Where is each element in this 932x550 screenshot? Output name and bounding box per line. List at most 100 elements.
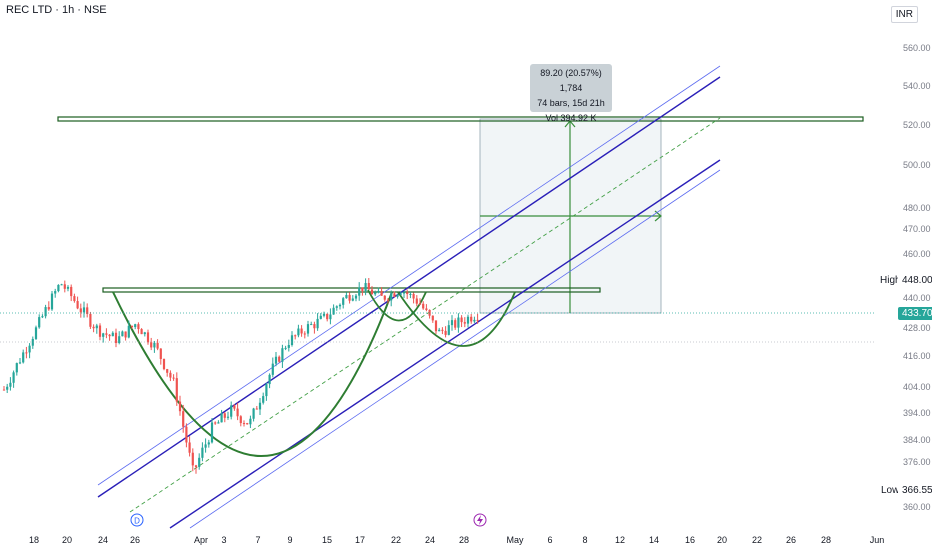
candle-body	[441, 329, 444, 331]
chart-drawings	[57, 65, 864, 529]
candle-body	[15, 363, 18, 373]
candle-body	[38, 317, 41, 328]
candle-body	[92, 326, 95, 329]
candle-body	[204, 444, 207, 448]
candle-body	[153, 342, 156, 348]
candle-body	[134, 324, 137, 328]
candle-body	[383, 295, 386, 300]
candle-body	[226, 416, 230, 418]
candle-body	[348, 294, 351, 301]
candle-body	[146, 332, 150, 343]
candle-body	[98, 325, 102, 337]
high-value: 448.00	[898, 274, 932, 287]
candle-body	[22, 352, 25, 363]
candle-body	[140, 329, 143, 335]
candle-body	[60, 284, 63, 286]
candle-body	[143, 332, 146, 335]
candle-body	[310, 324, 313, 326]
candle-body	[457, 317, 460, 328]
price-tick-label: 394.00	[903, 408, 931, 418]
time-tick-label: 6	[547, 535, 552, 545]
dividend-marker	[130, 513, 144, 527]
candle-body	[316, 318, 319, 329]
candle-body	[108, 334, 111, 337]
price-tick-label: 404.00	[903, 382, 931, 392]
channel-midline	[129, 117, 721, 513]
time-tick-label: 17	[355, 535, 365, 545]
candle-body	[364, 283, 367, 292]
candle-body	[169, 372, 172, 378]
candle-body	[57, 284, 60, 292]
measure-volume: Vol 394.92 K	[545, 113, 597, 123]
currency-label[interactable]: INR	[890, 6, 918, 23]
price-tick-label: 384.00	[903, 435, 931, 445]
time-tick-label: 26	[786, 535, 796, 545]
candle-body	[233, 405, 236, 409]
candle-body	[124, 331, 127, 338]
time-tick-label: 15	[322, 535, 332, 545]
candle-body	[63, 284, 66, 289]
candle-body	[460, 317, 463, 323]
candle-body	[182, 411, 185, 427]
candle-body	[409, 293, 412, 295]
candle-body	[70, 286, 73, 297]
candle-body	[434, 320, 438, 332]
handle-arc	[397, 291, 516, 347]
candle-body	[335, 306, 338, 308]
candle-body	[418, 303, 422, 305]
candle-body	[268, 374, 271, 385]
candle-body	[306, 324, 310, 334]
candle-body	[114, 332, 118, 344]
candle-body	[351, 298, 354, 301]
candle-body	[354, 295, 358, 299]
candle-body	[82, 307, 86, 313]
candle-body	[2, 389, 6, 391]
time-tick-label: 24	[98, 535, 108, 545]
chart-overlays: D	[0, 312, 874, 527]
candle-body	[121, 331, 124, 337]
candle-body	[454, 320, 457, 328]
candle-body	[137, 324, 140, 330]
time-tick-label: 26	[130, 535, 140, 545]
candle-body	[390, 293, 393, 301]
price-axis: 560.00 540.00 520.00 500.00 480.00 470.00 460.…	[903, 43, 931, 512]
candle-body	[402, 292, 406, 294]
candle-body	[431, 315, 434, 321]
candle-body	[223, 413, 226, 418]
candle-body	[284, 347, 287, 349]
candle-body	[425, 308, 428, 310]
candle-body	[287, 345, 290, 348]
candle-body	[47, 307, 50, 310]
measure-tooltip: 89.20 (20.57%) 1,784 74 bars, 15d 21h Vo…	[530, 64, 612, 123]
time-tick-label: 28	[821, 535, 831, 545]
candle-body	[89, 313, 92, 327]
time-tick-label: 9	[287, 535, 292, 545]
price-tick-label: 416.00	[903, 351, 931, 361]
candle-body	[73, 296, 76, 302]
candle-body	[290, 335, 294, 346]
symbol-title[interactable]: REC LTD · 1h · NSE	[6, 4, 107, 16]
candle-body	[415, 298, 418, 304]
candle-body	[386, 299, 390, 301]
candle-body	[358, 287, 361, 296]
price-tick-label: 540.00	[903, 81, 931, 91]
candle-body	[214, 422, 217, 424]
measure-bars: 74 bars, 15d 21h	[537, 98, 605, 108]
time-tick-label: 3	[221, 535, 226, 545]
candle-body	[159, 348, 162, 359]
candle-body	[44, 307, 47, 317]
price-tick-label: 428.00	[903, 323, 931, 333]
candle-body	[361, 287, 364, 292]
candle-body	[278, 356, 281, 362]
candle-body	[50, 293, 54, 310]
channel-upper-outer	[97, 65, 721, 486]
price-tick-label: 520.00	[903, 120, 931, 130]
candle-body	[473, 319, 476, 322]
price-tick-label: 480.00	[903, 203, 931, 213]
dividend-marker-label: D	[134, 517, 140, 526]
candle-body	[262, 396, 265, 403]
candle-body	[470, 316, 473, 322]
candle-body	[412, 293, 415, 299]
candle-body	[178, 401, 182, 412]
